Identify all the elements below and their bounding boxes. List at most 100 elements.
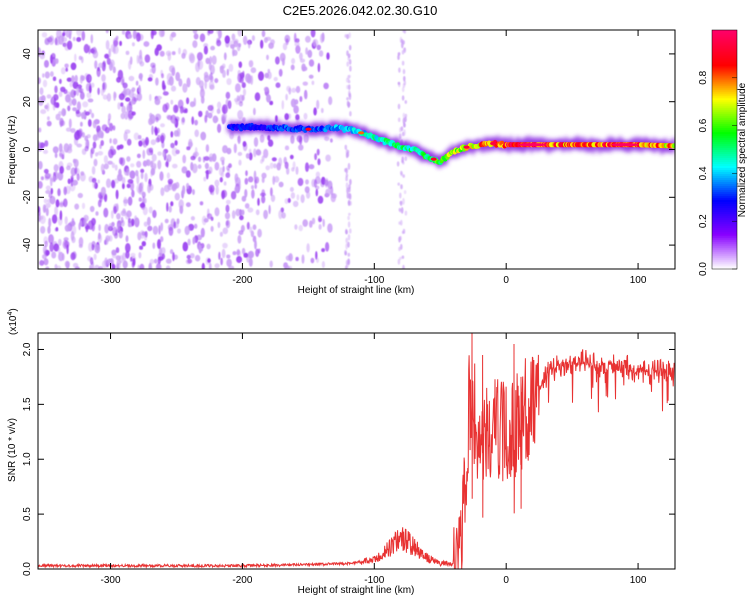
noise-speckle xyxy=(251,185,254,190)
noise-speckle xyxy=(91,112,95,119)
noise-speckle xyxy=(326,52,330,60)
noise-speckle xyxy=(92,134,98,142)
colorbar-band xyxy=(712,30,737,33)
noise-speckle xyxy=(253,170,257,181)
noise-speckle xyxy=(113,178,119,184)
noise-speckle xyxy=(56,265,62,269)
colorbar-band xyxy=(712,75,737,79)
noise-speckle xyxy=(42,79,48,88)
noise-speckle xyxy=(74,203,80,210)
noise-speckle xyxy=(305,162,309,173)
noise-speckle xyxy=(330,186,334,196)
noise-speckle xyxy=(136,32,141,42)
noise-speckle xyxy=(152,242,156,249)
noise-speckle xyxy=(108,148,114,159)
noise-speckle xyxy=(313,39,316,47)
noise-speckle xyxy=(224,212,231,220)
x-tick-label: -100 xyxy=(364,575,384,586)
noise-speckle xyxy=(130,252,136,258)
colorbar-band xyxy=(712,119,737,123)
noise-speckle xyxy=(275,56,280,65)
noise-speckle xyxy=(92,141,97,149)
noise-speckle xyxy=(398,67,401,73)
colorbar-band xyxy=(712,63,737,67)
noise-speckle xyxy=(127,179,134,184)
noise-speckle xyxy=(177,228,181,234)
spectrogram-x-label: Height of straight line (km) xyxy=(298,285,415,296)
spectrogram-noise xyxy=(38,30,408,269)
noise-speckle xyxy=(40,109,47,115)
noise-speckle xyxy=(252,224,257,230)
colorbar-band xyxy=(712,139,737,143)
noise-speckle xyxy=(199,88,205,99)
noise-speckle xyxy=(55,227,59,232)
noise-speckle xyxy=(73,90,77,96)
noise-speckle xyxy=(401,230,405,234)
noise-speckle xyxy=(172,252,175,262)
noise-speckle xyxy=(284,161,289,169)
colorbar-band xyxy=(712,245,737,248)
y-tick-label: 1.5 xyxy=(22,397,33,411)
noise-speckle xyxy=(345,176,348,182)
snr-scale-close: ) xyxy=(8,308,19,311)
noise-speckle xyxy=(348,184,351,190)
noise-speckle xyxy=(208,184,215,193)
noise-speckle xyxy=(254,239,257,250)
noise-speckle xyxy=(396,161,400,167)
noise-speckle xyxy=(347,79,351,84)
noise-speckle xyxy=(181,52,186,59)
colorbar-band xyxy=(712,189,737,192)
ridge-hotspot xyxy=(610,143,639,147)
noise-speckle xyxy=(88,85,92,94)
noise-speckle xyxy=(253,107,256,116)
colorbar-band xyxy=(712,125,737,129)
noise-speckle xyxy=(51,214,58,224)
noise-speckle xyxy=(144,54,151,63)
noise-speckle xyxy=(401,41,404,49)
noise-speckle xyxy=(54,263,58,269)
noise-speckle xyxy=(173,120,177,125)
noise-speckle xyxy=(140,172,144,180)
noise-speckle xyxy=(139,61,145,67)
noise-speckle xyxy=(400,207,404,214)
noise-speckle xyxy=(49,242,54,252)
noise-speckle xyxy=(112,226,118,237)
noise-speckle xyxy=(111,249,117,259)
noise-speckle xyxy=(214,78,219,84)
noise-speckle xyxy=(86,74,90,82)
noise-speckle xyxy=(403,123,406,128)
noise-speckle xyxy=(317,215,322,223)
noise-speckle xyxy=(397,81,401,85)
x-tick-label: 0 xyxy=(503,575,509,586)
noise-speckle xyxy=(90,34,94,44)
x-tick-label: 0 xyxy=(503,275,509,286)
noise-speckle xyxy=(404,210,408,216)
noise-speckle xyxy=(185,202,191,208)
noise-speckle xyxy=(242,141,247,147)
noise-speckle xyxy=(347,258,350,264)
noise-speckle xyxy=(131,189,135,198)
colorbar-band xyxy=(712,81,737,85)
noise-speckle xyxy=(71,98,77,106)
noise-speckle xyxy=(84,145,89,152)
colorbar-band xyxy=(712,197,737,200)
noise-speckle xyxy=(83,43,90,54)
noise-speckle xyxy=(47,36,53,43)
noise-speckle xyxy=(297,177,304,187)
noise-speckle xyxy=(331,193,337,199)
noise-speckle xyxy=(211,153,217,162)
noise-speckle xyxy=(173,182,177,190)
noise-speckle xyxy=(258,71,264,81)
noise-speckle xyxy=(165,102,170,110)
noise-speckle xyxy=(166,202,169,212)
noise-speckle xyxy=(209,64,215,75)
noise-speckle xyxy=(41,32,48,38)
noise-speckle xyxy=(401,60,405,66)
noise-speckle xyxy=(92,120,97,129)
noise-speckle xyxy=(207,30,214,34)
noise-speckle xyxy=(403,190,407,195)
colorbar-band xyxy=(712,191,737,194)
colorbar-band xyxy=(712,77,737,81)
noise-speckle xyxy=(161,247,166,255)
noise-speckle xyxy=(65,30,71,38)
